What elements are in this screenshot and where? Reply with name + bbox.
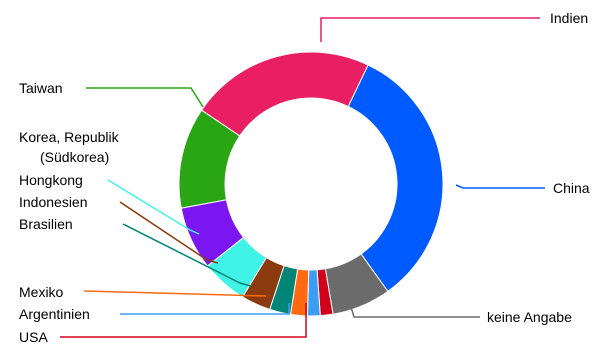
label-hongkong: Hongkong — [19, 172, 83, 188]
label-mexiko: Mexiko — [19, 284, 64, 300]
label-indien: Indien — [550, 10, 588, 26]
label-brasilien: Brasilien — [19, 216, 73, 232]
label-taiwan: Taiwan — [19, 80, 63, 96]
leader-line-mexiko — [83, 290, 267, 297]
slice-china — [347, 64, 444, 293]
slice-labels: Indien China keine Angabe USA Argentinie… — [19, 10, 590, 344]
leader-line-indien — [320, 17, 540, 42]
label-keine-angabe: keine Angabe — [487, 309, 572, 325]
leader-line-taiwan — [86, 87, 204, 108]
donut-slices — [178, 51, 444, 317]
leader-line-keine-angabe — [346, 293, 480, 318]
label-indonesien: Indonesien — [19, 194, 88, 210]
label-korea-line2: (Südkorea) — [40, 149, 109, 165]
leader-line-argentinien — [120, 303, 290, 315]
slice-indien — [200, 51, 369, 137]
label-usa: USA — [19, 329, 48, 344]
leader-line-brasilien — [122, 223, 252, 287]
label-korea-line1: Korea, Republik — [19, 129, 120, 145]
label-argentinien: Argentinien — [19, 306, 90, 322]
label-china: China — [553, 180, 590, 196]
leader-line-hongkong — [107, 179, 200, 235]
slice-taiwan — [178, 109, 241, 209]
leader-lines — [60, 17, 545, 338]
leader-line-indonesien — [119, 201, 219, 264]
leader-line-china — [455, 184, 545, 189]
leader-line-usa — [60, 303, 307, 338]
